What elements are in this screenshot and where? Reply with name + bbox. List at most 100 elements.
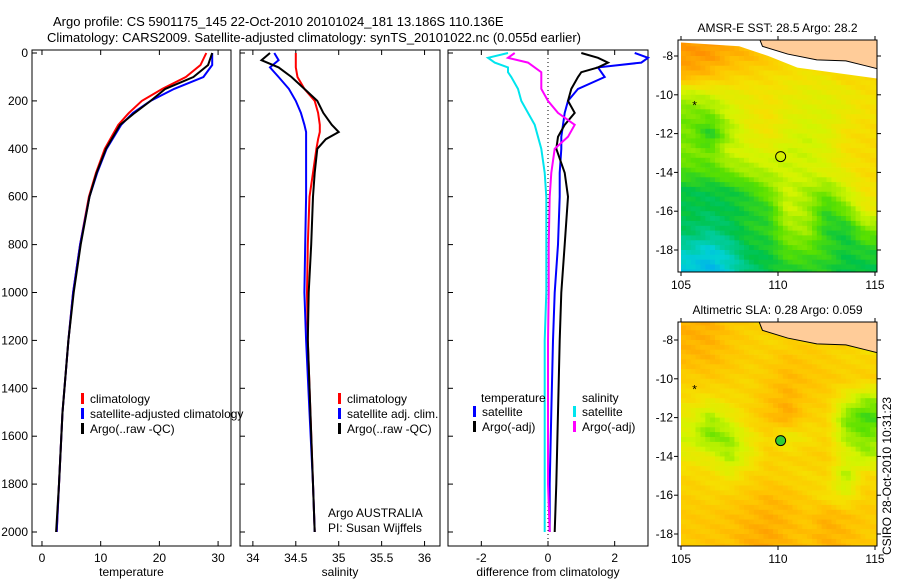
map-cell	[855, 437, 861, 443]
map-cell	[821, 432, 827, 438]
map-cell	[695, 85, 701, 91]
map-cell	[744, 245, 750, 251]
map-cell	[773, 133, 779, 139]
map-cell	[797, 354, 803, 360]
map-cell	[826, 475, 832, 481]
map-cell	[782, 480, 789, 486]
map-cell	[748, 162, 755, 168]
map-cell	[865, 167, 871, 173]
map-cell	[690, 364, 696, 370]
map-cell	[700, 451, 706, 457]
map-cell	[724, 422, 730, 428]
map-cell	[768, 259, 774, 265]
map-cell	[763, 359, 769, 365]
map-cell	[719, 524, 725, 530]
map-cell	[831, 128, 837, 134]
map-cell	[768, 524, 774, 530]
map-cell	[763, 182, 769, 188]
map-cell	[812, 504, 818, 511]
map-cell	[739, 325, 745, 331]
map-cell	[729, 422, 735, 428]
map-cell	[685, 240, 692, 246]
map-cell	[826, 412, 832, 418]
map-cell	[826, 143, 832, 149]
map-cell	[739, 235, 745, 241]
map-cell	[850, 94, 856, 100]
map-cell	[827, 553, 832, 558]
map-cell	[831, 504, 837, 511]
map-cell	[880, 461, 885, 466]
map-cell	[710, 264, 716, 270]
map-cell	[850, 470, 856, 477]
map-cell	[758, 446, 764, 452]
map-cell	[719, 114, 725, 120]
map-cell	[826, 172, 832, 178]
map-cell	[763, 216, 769, 222]
map-cell	[690, 393, 696, 399]
map-cell	[724, 495, 730, 501]
map-cell	[831, 558, 836, 563]
map-cell	[744, 534, 750, 540]
map-cell	[734, 427, 740, 433]
map-cell	[860, 456, 866, 462]
map-cell	[748, 344, 755, 351]
map-cell	[845, 485, 852, 491]
map-cell	[860, 475, 866, 481]
map-cell	[841, 504, 847, 511]
map-cell	[816, 529, 822, 535]
map-cell	[836, 349, 842, 355]
map-cell	[797, 235, 803, 241]
map-cell	[792, 109, 798, 115]
map-cell	[831, 490, 837, 496]
map-cell	[787, 104, 793, 110]
map-cell	[826, 451, 832, 457]
map-cell	[787, 206, 793, 212]
map-cell	[685, 235, 692, 241]
map-cell	[748, 446, 755, 452]
map-cell	[787, 369, 793, 375]
map-cell	[870, 412, 876, 418]
map-cell	[681, 470, 687, 477]
map-cell	[758, 412, 764, 418]
map-cell	[715, 250, 721, 256]
map-cell	[724, 330, 730, 336]
map-cell	[773, 417, 779, 423]
map-cell	[855, 211, 861, 217]
map-cell	[724, 220, 730, 227]
map-cell	[778, 245, 784, 251]
map-cell	[700, 461, 706, 467]
map-cell	[695, 75, 701, 81]
map-cell	[821, 269, 827, 272]
series-line-satellite-adj-clim-	[268, 52, 316, 533]
map-cell	[705, 437, 711, 443]
map-cell	[850, 99, 856, 105]
map-cell	[845, 475, 852, 481]
map-cell	[782, 461, 789, 467]
map-cell	[850, 162, 856, 168]
map-cell	[753, 534, 759, 540]
map-cell	[705, 340, 711, 346]
map-cell	[685, 446, 692, 452]
map-cell	[748, 114, 755, 120]
map-cell	[841, 206, 847, 212]
map-cell	[860, 133, 866, 139]
map-cell	[724, 427, 730, 433]
map-cell	[700, 349, 706, 355]
map-cell	[719, 495, 725, 501]
map-cell	[748, 349, 755, 355]
map-cell	[787, 211, 793, 217]
map-cell	[836, 172, 842, 178]
map-cell	[744, 451, 750, 457]
map-cell	[768, 504, 774, 511]
map-cell	[734, 99, 740, 105]
map-cell	[792, 340, 798, 346]
map-cell	[880, 265, 885, 270]
map-cell	[792, 407, 798, 414]
map-cell	[797, 529, 803, 535]
map-cell	[860, 388, 866, 394]
map-cell	[690, 475, 696, 481]
map-cell	[855, 75, 861, 81]
map-cell	[715, 123, 721, 130]
map-cell	[734, 56, 740, 62]
map-cell	[845, 80, 852, 86]
